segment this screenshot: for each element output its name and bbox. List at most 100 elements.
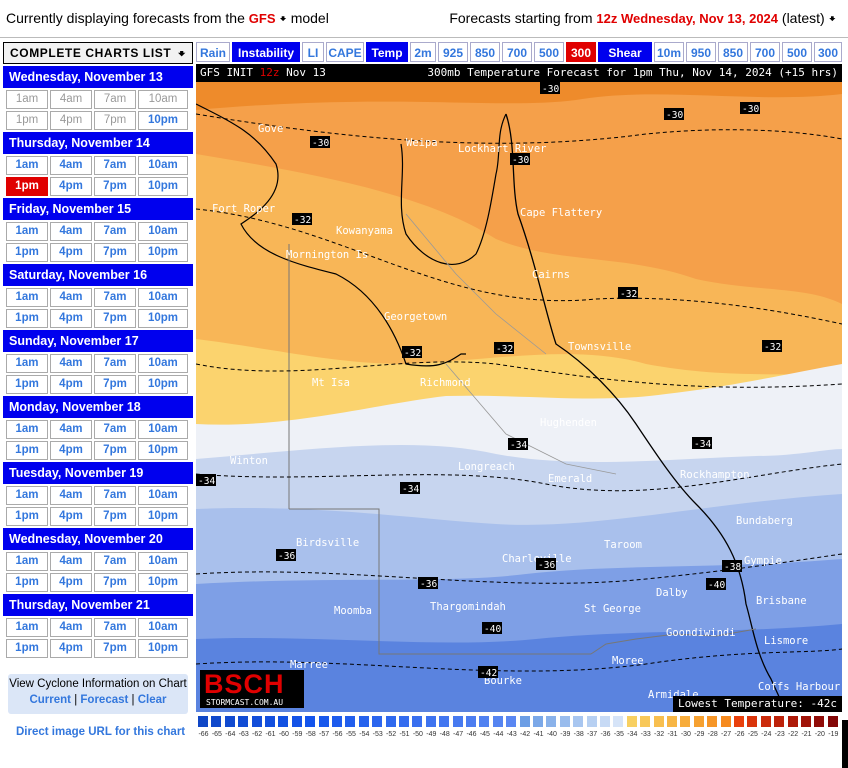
tab-2m[interactable]: 2m [410,42,436,62]
time-button[interactable]: 4pm [50,111,92,130]
time-button[interactable]: 7am [94,90,136,109]
tab-li[interactable]: LI [302,42,324,62]
time-button[interactable]: 7am [94,156,136,175]
tab-cape[interactable]: CAPE [326,42,364,62]
time-button[interactable]: 7pm [94,441,136,460]
time-button[interactable]: 7pm [94,111,136,130]
time-button[interactable]: 10am [138,288,188,307]
time-button[interactable]: 4am [50,618,92,637]
time-button[interactable]: 1am [6,618,48,637]
tab-rain[interactable]: Rain [196,42,230,62]
time-button[interactable]: 10pm [138,111,188,130]
legend-swatch [211,716,222,727]
time-button[interactable]: 10pm [138,507,188,526]
tab-850[interactable]: 850 [718,42,748,62]
time-button[interactable]: 1am [6,552,48,571]
time-button[interactable]: 4am [50,486,92,505]
time-button[interactable]: 10pm [138,177,188,196]
time-button[interactable]: 10am [138,354,188,373]
time-button[interactable]: 1pm [6,375,48,394]
direct-image-url-link[interactable]: Direct image URL for this chart [16,726,186,738]
time-button[interactable]: 1pm [6,111,48,130]
time-button[interactable]: 1pm [6,639,48,658]
time-button[interactable]: 10pm [138,375,188,394]
time-button[interactable]: 4am [50,156,92,175]
time-button[interactable]: 4am [50,354,92,373]
time-button[interactable]: 10pm [138,309,188,328]
tab-700[interactable]: 700 [502,42,532,62]
tab-500[interactable]: 500 [534,42,564,62]
time-button[interactable]: 7pm [94,243,136,262]
time-button[interactable]: 7pm [94,177,136,196]
time-button[interactable]: 1pm [6,243,48,262]
time-button[interactable]: 7pm [94,573,136,592]
tab-300[interactable]: 300 [566,42,596,62]
tab-850[interactable]: 850 [470,42,500,62]
time-button[interactable]: 4pm [50,573,92,592]
time-button[interactable]: 7am [94,486,136,505]
time-button[interactable]: 10am [138,222,188,241]
time-button[interactable]: 4pm [50,639,92,658]
time-button[interactable]: 4pm [50,375,92,394]
time-button[interactable]: 1am [6,222,48,241]
tab-700[interactable]: 700 [750,42,780,62]
time-button[interactable]: 10am [138,618,188,637]
time-button[interactable]: 4am [50,222,92,241]
time-button[interactable]: 7pm [94,309,136,328]
time-button[interactable]: 7pm [94,507,136,526]
time-button[interactable]: 1pm [6,177,48,196]
tab-300[interactable]: 300 [814,42,842,62]
time-button[interactable]: 7am [94,420,136,439]
time-button[interactable]: 10am [138,90,188,109]
time-button[interactable]: 4pm [50,177,92,196]
time-button[interactable]: 4am [50,90,92,109]
time-button[interactable]: 1am [6,486,48,505]
model-name[interactable]: GFS [248,11,276,26]
time-button[interactable]: 4pm [50,309,92,328]
time-button[interactable]: 7am [94,354,136,373]
time-button[interactable]: 10am [138,156,188,175]
cyclone-clear-link[interactable]: Clear [137,694,167,706]
time-button[interactable]: 10am [138,420,188,439]
tab-temp[interactable]: Temp [366,42,408,62]
time-button[interactable]: 4am [50,420,92,439]
time-button[interactable]: 10pm [138,441,188,460]
time-button[interactable]: 10am [138,552,188,571]
complete-charts-list-button[interactable]: COMPLETE CHARTS LIST 🠻 [3,42,193,64]
time-button[interactable]: 1am [6,288,48,307]
time-button[interactable]: 10pm [138,573,188,592]
tab-instability[interactable]: Instability [232,42,300,62]
cyclone-current-link[interactable]: Current [29,694,71,706]
tab-500[interactable]: 500 [782,42,812,62]
time-button[interactable]: 4pm [50,507,92,526]
time-button[interactable]: 7am [94,222,136,241]
time-button[interactable]: 4pm [50,243,92,262]
time-button[interactable]: 1pm [6,573,48,592]
time-button[interactable]: 4am [50,552,92,571]
time-button[interactable]: 1pm [6,507,48,526]
time-button[interactable]: 4am [50,288,92,307]
time-button[interactable]: 7pm [94,375,136,394]
run-dropdown-icon[interactable]: 🠻 [828,12,836,26]
tab-10m[interactable]: 10m [654,42,684,62]
time-button[interactable]: 1am [6,420,48,439]
time-button[interactable]: 10pm [138,243,188,262]
time-button[interactable]: 4pm [50,441,92,460]
time-button[interactable]: 10pm [138,639,188,658]
time-button[interactable]: 7am [94,552,136,571]
time-button[interactable]: 1am [6,156,48,175]
tab-shear[interactable]: Shear [598,42,652,62]
time-button[interactable]: 1am [6,90,48,109]
time-button[interactable]: 1pm [6,441,48,460]
time-button[interactable]: 7pm [94,639,136,658]
time-button[interactable]: 10am [138,486,188,505]
time-button[interactable]: 1am [6,354,48,373]
model-dropdown-icon[interactable]: 🠻 [279,12,287,26]
tab-925[interactable]: 925 [438,42,468,62]
time-button[interactable]: 7am [94,618,136,637]
tab-950[interactable]: 950 [686,42,716,62]
cyclone-forecast-link[interactable]: Forecast [80,694,129,706]
time-button[interactable]: 1pm [6,309,48,328]
run-name[interactable]: 12z Wednesday, Nov 13, 2024 [596,11,779,26]
time-button[interactable]: 7am [94,288,136,307]
